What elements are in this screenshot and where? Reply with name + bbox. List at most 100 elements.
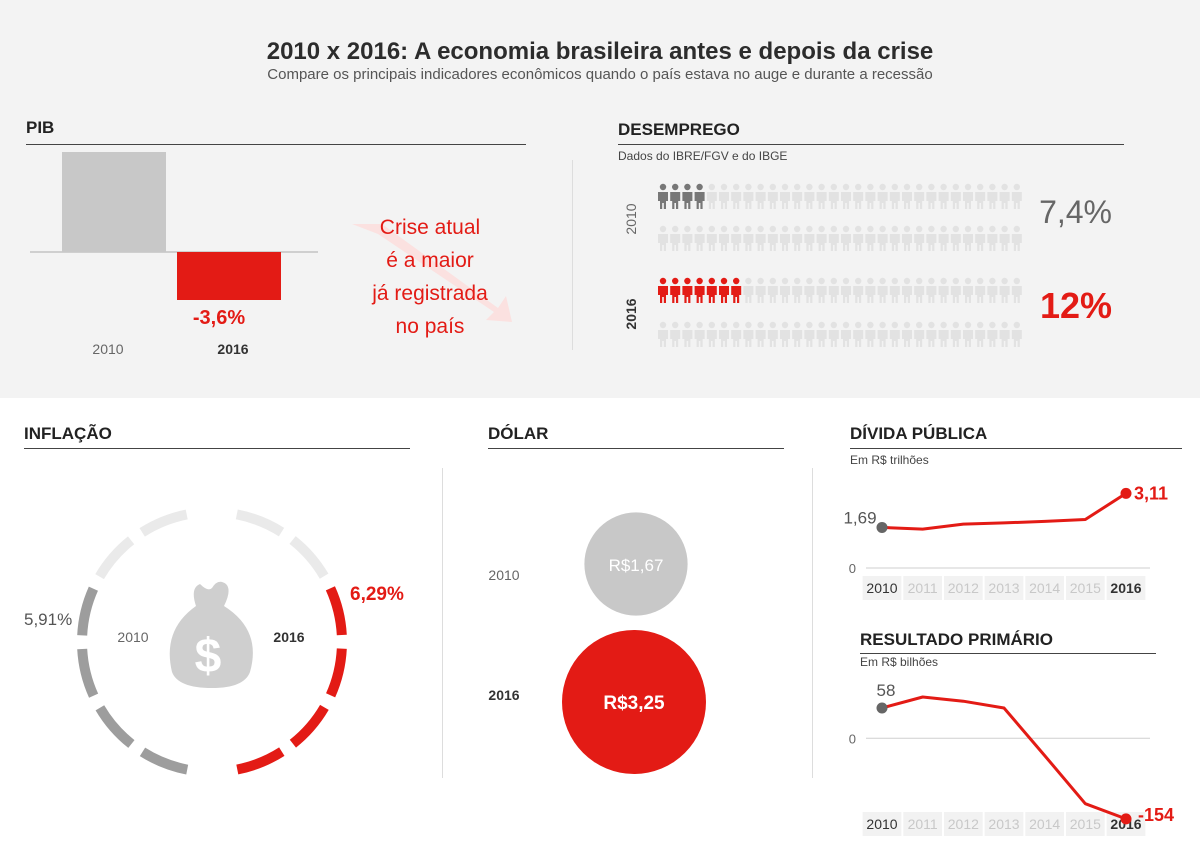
person-icon xyxy=(804,321,815,347)
person-icon xyxy=(694,225,705,251)
person-icon xyxy=(853,183,864,209)
person-icon xyxy=(828,183,839,209)
primario-chart: 2010201120122013201420152016058-154 xyxy=(849,681,1174,836)
person-icon xyxy=(963,277,973,303)
person-icon xyxy=(865,277,876,303)
pib-rule xyxy=(26,144,526,145)
desemprego-value-label: 7,4% xyxy=(1039,194,1112,230)
person-icon xyxy=(706,183,717,209)
divida-line xyxy=(881,492,1127,531)
person-icon xyxy=(975,277,986,303)
person-icon xyxy=(841,277,851,303)
person-icon xyxy=(804,277,815,303)
primario-point-end xyxy=(1120,813,1132,825)
person-icon xyxy=(816,225,827,251)
person-icon xyxy=(719,277,729,303)
person-icon xyxy=(853,321,864,347)
person-icon xyxy=(889,321,900,347)
divider xyxy=(812,468,813,778)
person-icon xyxy=(792,183,803,209)
person-icon xyxy=(816,321,827,347)
person-icon xyxy=(975,183,986,209)
primario-unit: Em R$ bilhões xyxy=(860,655,939,669)
money-bag-symbol: $ xyxy=(195,630,222,683)
desemprego-value-label: 12% xyxy=(1040,285,1112,326)
primario-value-label: 58 xyxy=(877,681,896,700)
person-icon xyxy=(828,225,839,251)
person-icon xyxy=(999,321,1010,347)
person-icon xyxy=(999,183,1010,209)
person-icon xyxy=(914,183,925,209)
x-tick-label: 2016 xyxy=(1110,580,1141,596)
person-icon xyxy=(658,277,668,303)
person-icon xyxy=(743,225,754,251)
inflacao-2010-segment xyxy=(77,648,99,698)
person-icon xyxy=(743,277,754,303)
person-icon xyxy=(938,183,949,209)
x-axis-cell xyxy=(862,812,902,836)
x-axis-cell xyxy=(903,576,942,600)
person-icon xyxy=(719,183,729,209)
inflacao-2016-segment xyxy=(289,704,329,748)
person-icon xyxy=(902,225,912,251)
person-icon xyxy=(682,183,693,209)
x-tick-label: 2014 xyxy=(1029,580,1060,596)
pib-year-label: 2016 xyxy=(217,341,248,357)
person-icon xyxy=(950,183,961,209)
person-icon xyxy=(889,183,900,209)
person-icon xyxy=(755,321,766,347)
person-icon xyxy=(731,225,742,251)
dolar-value-label: R$3,25 xyxy=(603,693,665,714)
person-icon xyxy=(670,225,681,251)
divida-point-start xyxy=(876,521,888,533)
inflacao-title: INFLAÇÃO xyxy=(24,424,112,443)
person-icon xyxy=(902,183,912,209)
person-icon xyxy=(865,321,876,347)
pib-annotation-line: já registrada xyxy=(371,282,488,305)
person-icon xyxy=(755,277,766,303)
person-icon xyxy=(658,321,668,347)
person-icon xyxy=(987,225,998,251)
person-icon xyxy=(902,277,912,303)
person-icon xyxy=(926,321,937,347)
person-icon xyxy=(1011,277,1022,303)
person-icon xyxy=(853,225,864,251)
person-icon xyxy=(670,321,681,347)
person-icon xyxy=(743,321,754,347)
pib-annotation-line: Crise atual xyxy=(380,216,480,239)
x-axis-cell xyxy=(944,576,983,600)
person-icon xyxy=(950,277,961,303)
person-icon xyxy=(841,183,851,209)
person-icon xyxy=(682,321,693,347)
x-axis-cell xyxy=(1066,812,1105,836)
x-axis-cell xyxy=(1066,576,1105,600)
x-axis-cell xyxy=(944,812,983,836)
down-arrow-icon xyxy=(352,224,512,322)
x-axis-cell xyxy=(1025,812,1064,836)
inflacao-2016-segment xyxy=(325,648,347,698)
person-icon xyxy=(999,277,1010,303)
person-icon xyxy=(658,225,668,251)
person-icon xyxy=(938,277,949,303)
x-tick-label: 2012 xyxy=(948,580,979,596)
inflacao-year-label: 2010 xyxy=(117,629,148,645)
person-icon xyxy=(914,277,925,303)
person-icon xyxy=(767,321,778,347)
inflacao-2010-segment xyxy=(95,536,135,580)
desemprego-year-label: 2016 xyxy=(623,298,639,329)
person-icon xyxy=(780,225,790,251)
divida-unit: Em R$ trilhões xyxy=(850,453,929,467)
person-icon xyxy=(963,225,973,251)
inflacao-2016-segment xyxy=(236,747,285,775)
x-axis-cell xyxy=(1025,576,1064,600)
person-icon xyxy=(877,225,888,251)
person-icon xyxy=(816,277,827,303)
person-icon xyxy=(902,321,912,347)
person-icon xyxy=(767,183,778,209)
desemprego-source: Dados do IBRE/FGV e do IBGE xyxy=(618,149,788,163)
pib-annotation-line: no país xyxy=(396,315,465,338)
divida-value-label: 3,11 xyxy=(1134,483,1168,503)
person-icon xyxy=(706,321,717,347)
person-icon xyxy=(963,321,973,347)
